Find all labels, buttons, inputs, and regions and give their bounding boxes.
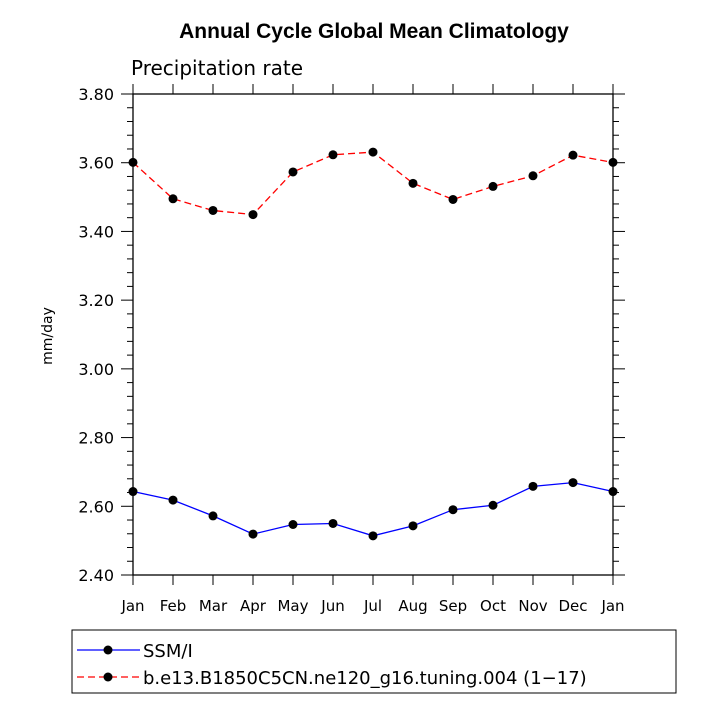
data-point [248, 210, 258, 220]
data-point [488, 500, 498, 510]
plot-frame [132, 93, 614, 576]
y-tick-label: 3.20 [78, 291, 114, 310]
data-point [128, 487, 138, 497]
series-1 [128, 478, 618, 541]
data-point [488, 181, 498, 191]
legend-marker [103, 672, 113, 682]
y-axis-label: mm/day [40, 307, 56, 365]
data-point [408, 521, 418, 531]
ticks-layer: 2.40 2.60 2.80 3.00 3.20 3.40 3.60 3.80 Jan Feb Ma… [78, 84, 625, 615]
series-layer [128, 147, 618, 541]
data-point [288, 519, 298, 529]
y-tick-label: 3.40 [78, 222, 114, 241]
series-line [132, 151, 614, 216]
y-tick-label: 2.80 [78, 429, 114, 448]
data-point [208, 205, 218, 215]
x-tick-label: Aug [398, 597, 427, 615]
legend: SSM/I b.e13.B1850C5CN.ne120_g16.tuning.00… [71, 629, 677, 694]
data-point [528, 481, 538, 491]
x-tick-label: Jan [120, 597, 144, 615]
legend-label: b.e13.B1850C5CN.ne120_g16.tuning.004 (1−… [143, 668, 587, 689]
y-tick-label: 3.80 [78, 85, 114, 104]
y-tick-label: 3.00 [78, 360, 114, 379]
x-tick-label: May [277, 597, 308, 615]
data-point [448, 505, 458, 515]
data-point [608, 487, 618, 497]
x-tick-label: Feb [160, 597, 187, 615]
data-point [368, 531, 378, 541]
legend-marker [103, 645, 113, 655]
x-tick-label: Mar [199, 597, 228, 615]
data-point [408, 178, 418, 188]
legend-box [71, 629, 677, 694]
x-tick-label: Jul [363, 597, 382, 615]
data-point [248, 529, 258, 539]
data-point [608, 157, 618, 167]
data-point [288, 167, 298, 177]
y-tick-label: 2.40 [78, 566, 114, 585]
x-tick-label: Jan [600, 597, 624, 615]
data-point [328, 150, 338, 160]
legend-label: SSM/I [143, 641, 193, 662]
x-tick-label: Oct [480, 597, 506, 615]
data-point [448, 194, 458, 204]
data-point [128, 157, 138, 167]
y-axis-label-group: mm/day [40, 307, 56, 365]
x-tick-label: Sep [439, 597, 467, 615]
data-point [208, 511, 218, 521]
y-tick-label: 2.60 [78, 497, 114, 516]
x-tick-label: Nov [518, 597, 547, 615]
chart-title: Annual Cycle Global Mean Climatology [179, 20, 569, 43]
data-point [368, 147, 378, 157]
y-tick-label: 3.60 [78, 154, 114, 173]
data-point [168, 495, 178, 505]
data-point [528, 171, 538, 181]
data-point [328, 518, 338, 528]
series-line [132, 481, 614, 537]
series-2 [128, 147, 618, 220]
x-tick-label: Jun [320, 597, 344, 615]
data-point [568, 150, 578, 160]
x-tick-label: Dec [558, 597, 587, 615]
chart-subtitle: Precipitation rate [131, 56, 303, 80]
data-point [568, 478, 578, 488]
x-tick-label: Apr [240, 597, 267, 615]
data-point [168, 194, 178, 204]
